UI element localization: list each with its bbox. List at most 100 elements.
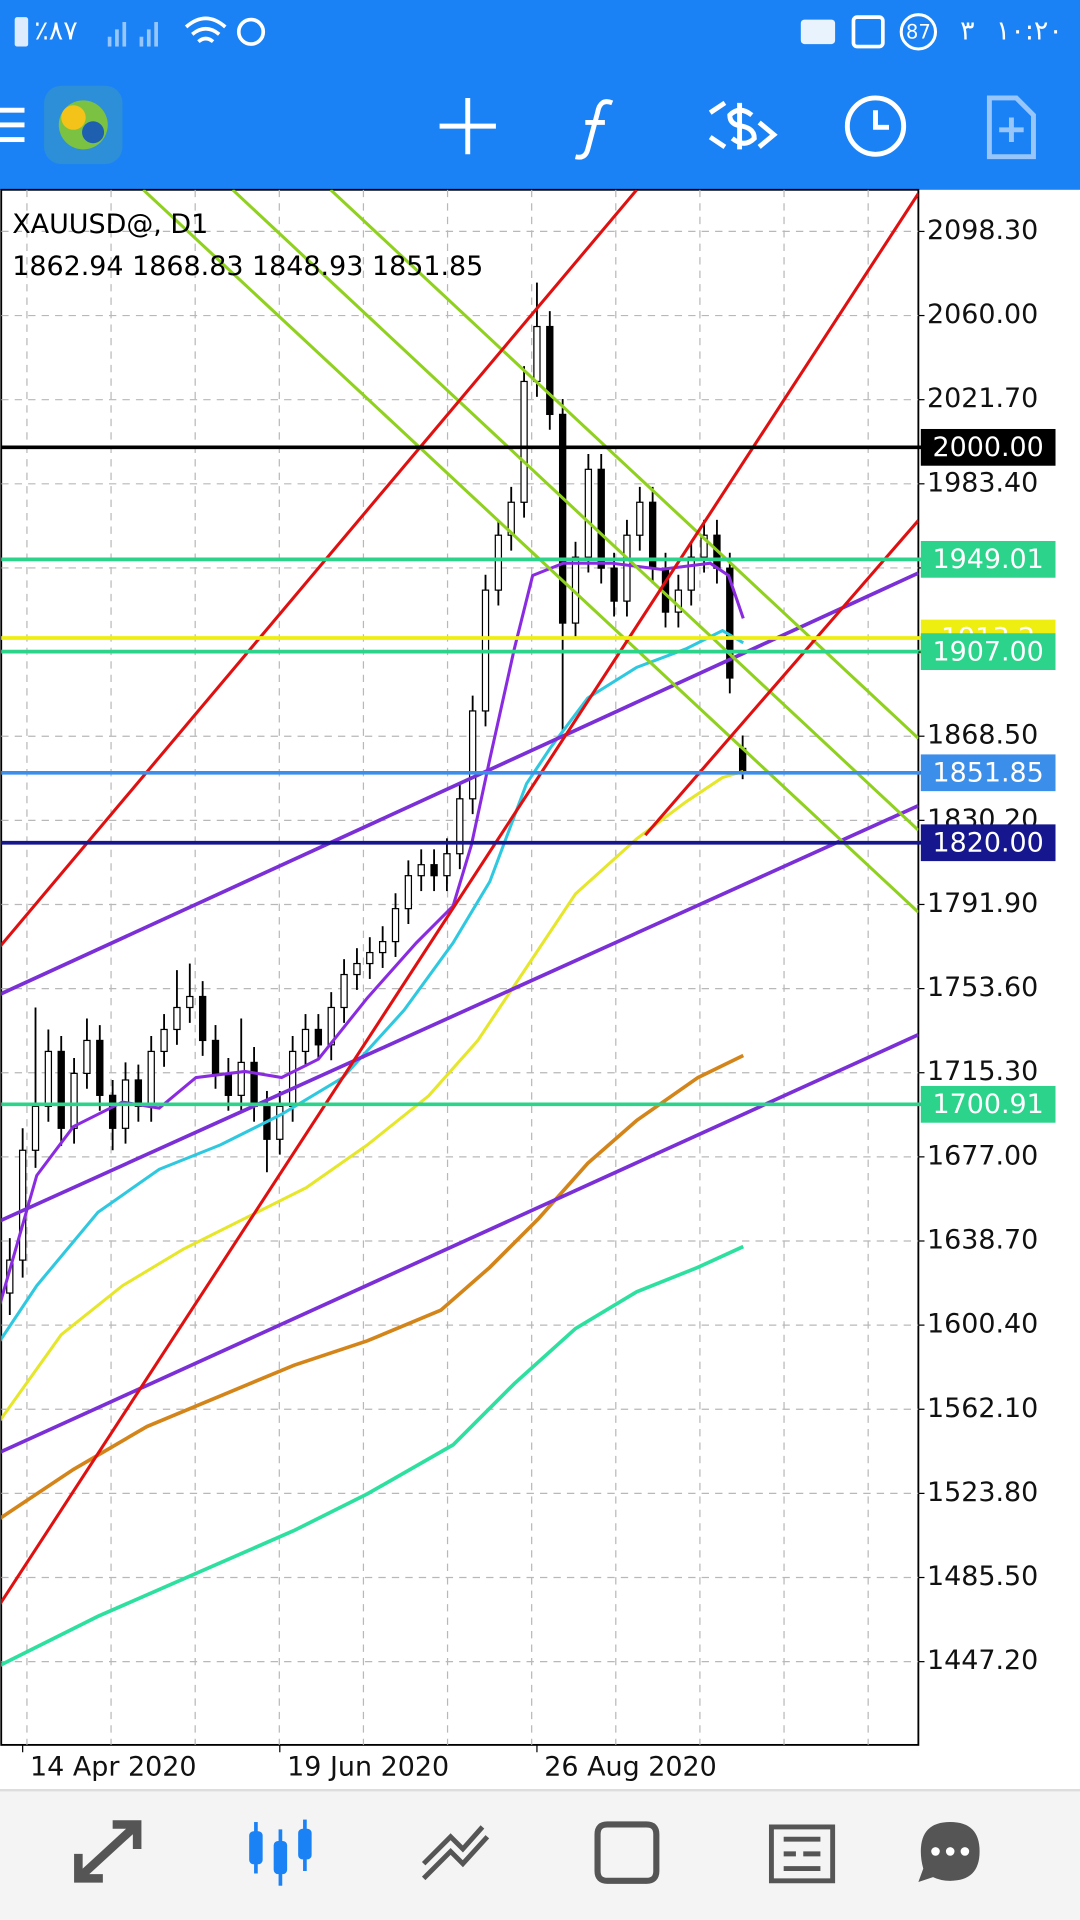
candles [6, 282, 747, 1316]
plot-area [0, 188, 920, 1746]
y-tick-label: 1562.10 [927, 1393, 1038, 1424]
candle-body [610, 567, 618, 602]
candle-body [250, 1061, 258, 1107]
image-icon [851, 15, 885, 49]
candle-body [160, 1028, 168, 1053]
ohlc-readout: 1862.94 1868.83 1848.93 1851.85 [12, 250, 483, 281]
indicators-button[interactable] [574, 99, 614, 160]
candle-body [468, 710, 477, 800]
candle-body [224, 1072, 233, 1096]
candle-body [57, 1050, 65, 1129]
candle-body [134, 1079, 143, 1107]
nav-trade[interactable] [421, 1825, 490, 1881]
moving-average [1, 628, 745, 1342]
y-tick-label: 1983.40 [927, 467, 1038, 498]
price-badge-label: 2000.00 [932, 432, 1043, 463]
candle-body [301, 1028, 310, 1053]
candle-body [584, 468, 593, 558]
candle-body [597, 468, 605, 569]
candle-body [173, 1006, 181, 1031]
candle-body [494, 534, 503, 591]
candle-body [533, 325, 541, 383]
y-tick-label: 2060.00 [927, 299, 1038, 330]
price-badge [920, 633, 1056, 671]
alarm-icon [236, 17, 266, 46]
moving-average [1, 1053, 745, 1520]
battery-badge: 87 [906, 21, 931, 44]
app-logo[interactable] [44, 85, 123, 165]
y-tick-label: 1447.20 [927, 1645, 1038, 1676]
y-tick-label: 1638.70 [927, 1224, 1038, 1255]
nav-history[interactable] [594, 1821, 660, 1884]
symbols-button[interactable] [708, 100, 778, 150]
new-order-button[interactable] [986, 95, 1036, 160]
y-tick-label: 1753.60 [927, 972, 1038, 1003]
candle-body [198, 995, 207, 1042]
candle-body [430, 864, 438, 877]
y-tick-label: 1485.50 [927, 1561, 1038, 1592]
trend-line [1, 804, 919, 1223]
moving-average [1, 1244, 745, 1667]
candle-body [186, 995, 194, 1009]
candle-body [31, 1105, 40, 1151]
battery-text: ٪۸۷ [34, 15, 77, 46]
close-value: 1851.85 [372, 250, 483, 281]
candle-body [211, 1039, 220, 1075]
candle-body [417, 864, 425, 877]
price-badge [920, 428, 1056, 466]
nav-quotes[interactable] [74, 1820, 142, 1883]
open-value: 1862.94 [12, 250, 123, 281]
price-badge [920, 1085, 1056, 1123]
candle-body [558, 413, 567, 624]
candle-body [507, 501, 515, 536]
x-tick-label: 19 Jun 2020 [287, 1752, 449, 1783]
timeframe-button[interactable] [844, 95, 907, 157]
y-tick-label: 1868.50 [927, 720, 1038, 751]
candle-body [340, 973, 348, 1009]
drawings [1, 189, 919, 1667]
trend-line [1, 192, 919, 1605]
nav-news[interactable] [768, 1824, 836, 1884]
high-value: 1868.83 [132, 250, 243, 281]
candle-body [443, 853, 451, 877]
candle-body [366, 951, 374, 965]
low-value: 1848.93 [252, 250, 363, 281]
candle-body [96, 1039, 104, 1096]
chart-title: XAUUSD@, D1 [12, 209, 208, 240]
candle-body [520, 380, 528, 503]
toolbar [0, 85, 1036, 165]
price-badge [920, 540, 1056, 578]
battery-icon [14, 17, 29, 47]
nav-chat[interactable] [918, 1822, 980, 1883]
candle-body [623, 534, 631, 602]
menu-button[interactable] [0, 107, 25, 143]
y-tick-label: 1523.80 [927, 1477, 1038, 1508]
y-tick-label: 1715.30 [927, 1056, 1038, 1087]
crosshair-button[interactable] [439, 97, 496, 155]
y-tick-label: 2021.70 [927, 383, 1038, 414]
candle-body [288, 1050, 297, 1107]
status-bar: ٪۸۷ 87 ۳ ۱۰:۲۰ [14, 13, 1063, 51]
price-badge [920, 754, 1056, 792]
candle-body [687, 556, 695, 591]
y-tick-label: 2098.30 [927, 215, 1038, 246]
trend-line [142, 189, 919, 914]
price-badge-label: 1907.00 [932, 636, 1043, 667]
candle-body [391, 908, 400, 943]
candle-body [70, 1072, 78, 1129]
trend-line [231, 189, 919, 832]
price-badge-label: 1851.85 [932, 758, 1043, 789]
clock: ۱۰:۲۰ [996, 15, 1063, 46]
notification-count: ۳ [960, 15, 974, 46]
candle-body [456, 798, 464, 855]
trend-line [329, 189, 919, 740]
nav-chart[interactable] [249, 1819, 312, 1886]
candle-body [44, 1050, 53, 1107]
wifi-icon [184, 16, 227, 44]
price-badge-label: 1820.00 [932, 827, 1043, 858]
bottom-nav [0, 1790, 1080, 1920]
candle-body [726, 567, 734, 679]
